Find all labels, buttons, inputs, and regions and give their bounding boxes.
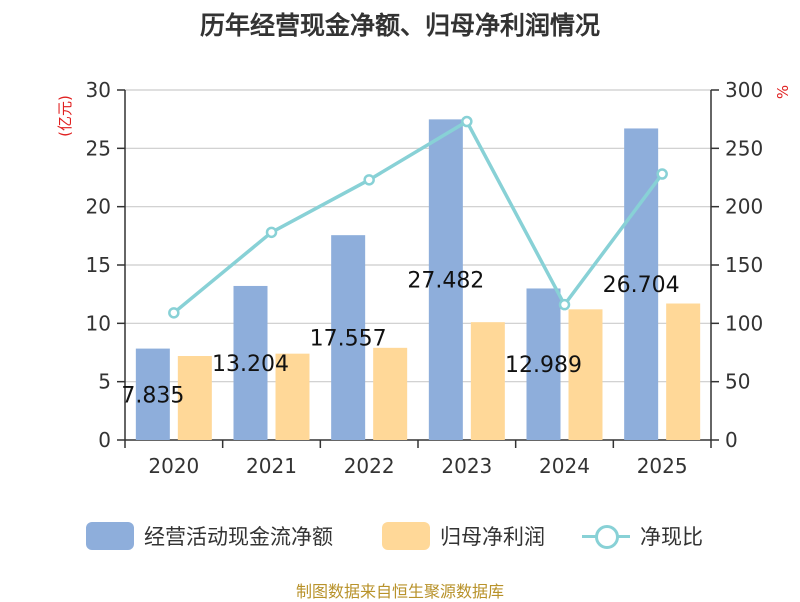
y-left-axis-label: (亿元) (56, 95, 74, 137)
bar-cashflow (135, 348, 170, 440)
bar-cashflow (428, 119, 463, 441)
bar-cashflow (331, 235, 366, 440)
bar-cashflow (526, 288, 561, 440)
data-label-cashflow: 27.482 (407, 269, 484, 294)
y-left-tick-label: 15 (86, 253, 111, 277)
x-tick-label: 2025 (637, 454, 688, 478)
y-right-tick-label: 250 (725, 136, 763, 160)
line-point-cash-ratio (265, 226, 278, 239)
data-label-cashflow: 17.557 (310, 327, 387, 352)
y-left-tick-label: 30 (86, 78, 111, 102)
source-note: 制图数据来自恒生聚源数据库 (295, 582, 504, 601)
y-right-tick-label: 100 (725, 311, 763, 335)
legend-swatch-net-profit (382, 522, 430, 550)
legend-swatch-cash-ratio (582, 522, 630, 550)
legend: 经营活动现金流净额 归母净利润 净现比 (0, 518, 800, 554)
bar-cashflow (624, 128, 659, 440)
legend-item-net-profit[interactable]: 归母净利润 (382, 518, 545, 554)
legend-item-cash-ratio[interactable]: 净现比 (582, 518, 703, 554)
bar-net-profit (373, 347, 408, 440)
bar-net-profit (275, 353, 310, 440)
data-label-cashflow: 26.704 (603, 273, 680, 298)
y-right-axis-label: % (774, 85, 792, 99)
y-left-tick-label: 0 (98, 428, 111, 452)
bar-net-profit (568, 309, 603, 440)
legend-label-cashflow: 经营活动现金流净额 (144, 525, 333, 549)
x-tick-label: 2020 (148, 454, 199, 478)
data-label-cashflow: 12.989 (505, 353, 582, 378)
bar-cashflow (233, 285, 268, 440)
legend-label-net-profit: 归母净利润 (440, 525, 545, 549)
data-label-cashflow: 13.204 (212, 352, 289, 377)
x-tick-label: 2022 (344, 454, 395, 478)
y-right-tick-label: 150 (725, 253, 763, 277)
line-point-cash-ratio (558, 298, 571, 311)
line-point-cash-ratio (168, 307, 180, 319)
bar-net-profit (666, 303, 701, 440)
y-right-tick-label: 0 (725, 428, 738, 452)
x-tick-label: 2021 (246, 454, 297, 478)
data-label-cashflow: 7.835 (121, 383, 184, 408)
bar-net-profit (177, 356, 212, 440)
x-tick-label: 2023 (441, 454, 492, 478)
legend-item-cashflow[interactable]: 经营活动现金流净额 (86, 518, 333, 554)
x-tick-label: 2024 (539, 454, 590, 478)
y-right-tick-label: 200 (725, 195, 763, 219)
line-point-cash-ratio (363, 174, 375, 186)
y-left-tick-label: 20 (86, 195, 111, 219)
chart-title: 历年经营现金净额、归母净利润情况 (199, 11, 600, 40)
legend-swatch-cashflow (86, 522, 134, 550)
y-left-tick-label: 10 (86, 311, 111, 335)
y-left-tick-label: 25 (86, 136, 111, 160)
y-left-tick-label: 5 (98, 370, 111, 394)
y-right-tick-label: 50 (725, 370, 750, 394)
legend-label-cash-ratio: 净现比 (640, 525, 703, 549)
line-cash-ratio (172, 119, 664, 315)
line-point-cash-ratio (656, 168, 668, 180)
bar-net-profit (470, 322, 505, 440)
line-point-cash-ratio (461, 115, 473, 128)
y-right-tick-label: 300 (725, 78, 763, 102)
